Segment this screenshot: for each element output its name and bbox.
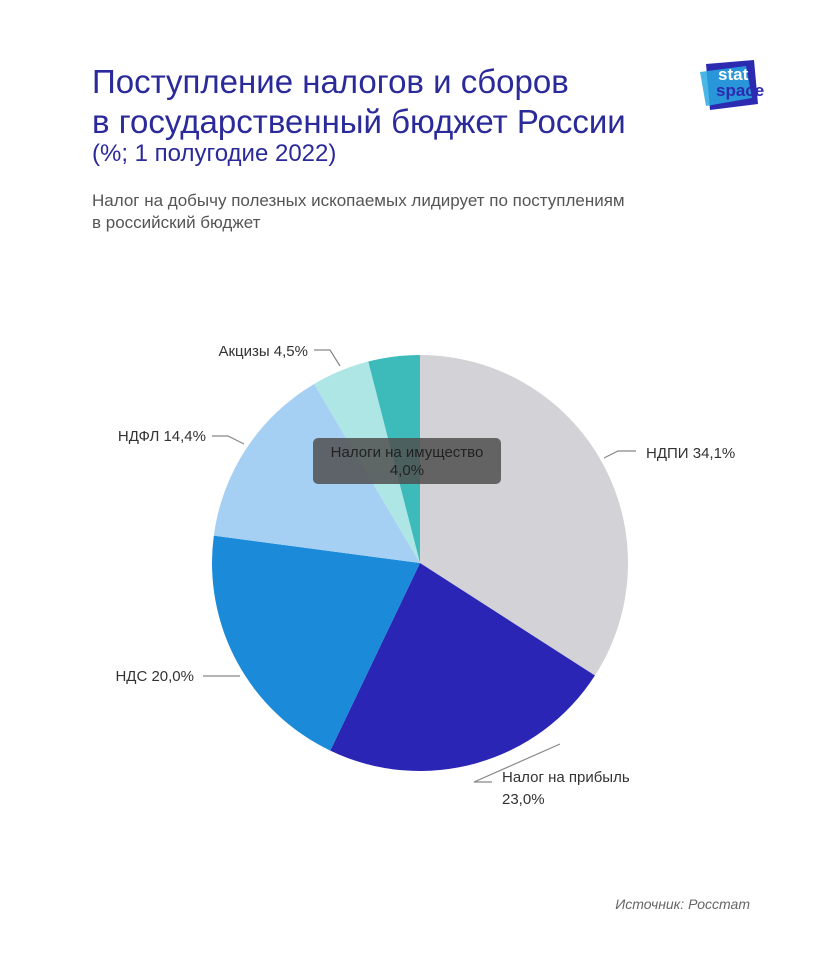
logo-text-line-2: space bbox=[716, 81, 764, 100]
slice-label-1-line-1: Налог на прибыль bbox=[502, 769, 630, 786]
slice-label-4: Акцизы 4,5% bbox=[218, 343, 308, 360]
slice-label-3: НДФЛ 14,4% bbox=[118, 428, 206, 445]
slice-label-1-line-2: 23,0% bbox=[502, 791, 545, 808]
logo-text-line-1: stat bbox=[718, 65, 749, 84]
leader-line-3 bbox=[212, 435, 245, 445]
slice-label-0: НДПИ 34,1% bbox=[646, 445, 735, 462]
title-line-1: Поступление налогов и сборов bbox=[92, 63, 569, 100]
chart-description: Налог на добычу полезных ископаемых лиди… bbox=[92, 190, 732, 234]
tooltip-line-2: 4,0% bbox=[390, 462, 424, 479]
leader-line-1 bbox=[473, 743, 561, 783]
statspace-logo: stat space bbox=[700, 60, 764, 110]
description-line-2: в российский бюджет bbox=[92, 213, 261, 232]
chart-title: Поступление налогов и сборов в государст… bbox=[92, 62, 626, 142]
tooltip-line-1: Налоги на имущество bbox=[331, 444, 484, 461]
slice-label-2: НДС 20,0% bbox=[115, 668, 194, 685]
pie-slice-1[interactable] bbox=[330, 563, 595, 771]
source-note: Источник: Росстат bbox=[615, 896, 750, 912]
description-line-1: Налог на добычу полезных ископаемых лиди… bbox=[92, 191, 625, 210]
title-line-2: в государственный бюджет России bbox=[92, 103, 626, 140]
pie-slice-2[interactable] bbox=[212, 535, 420, 751]
leader-line-4 bbox=[314, 349, 341, 367]
tooltip-box bbox=[313, 438, 501, 484]
chart-subtitle: (%; 1 полугодие 2022) bbox=[92, 140, 337, 167]
leader-line-0 bbox=[603, 450, 636, 459]
pie-slice-0[interactable] bbox=[420, 355, 629, 676]
